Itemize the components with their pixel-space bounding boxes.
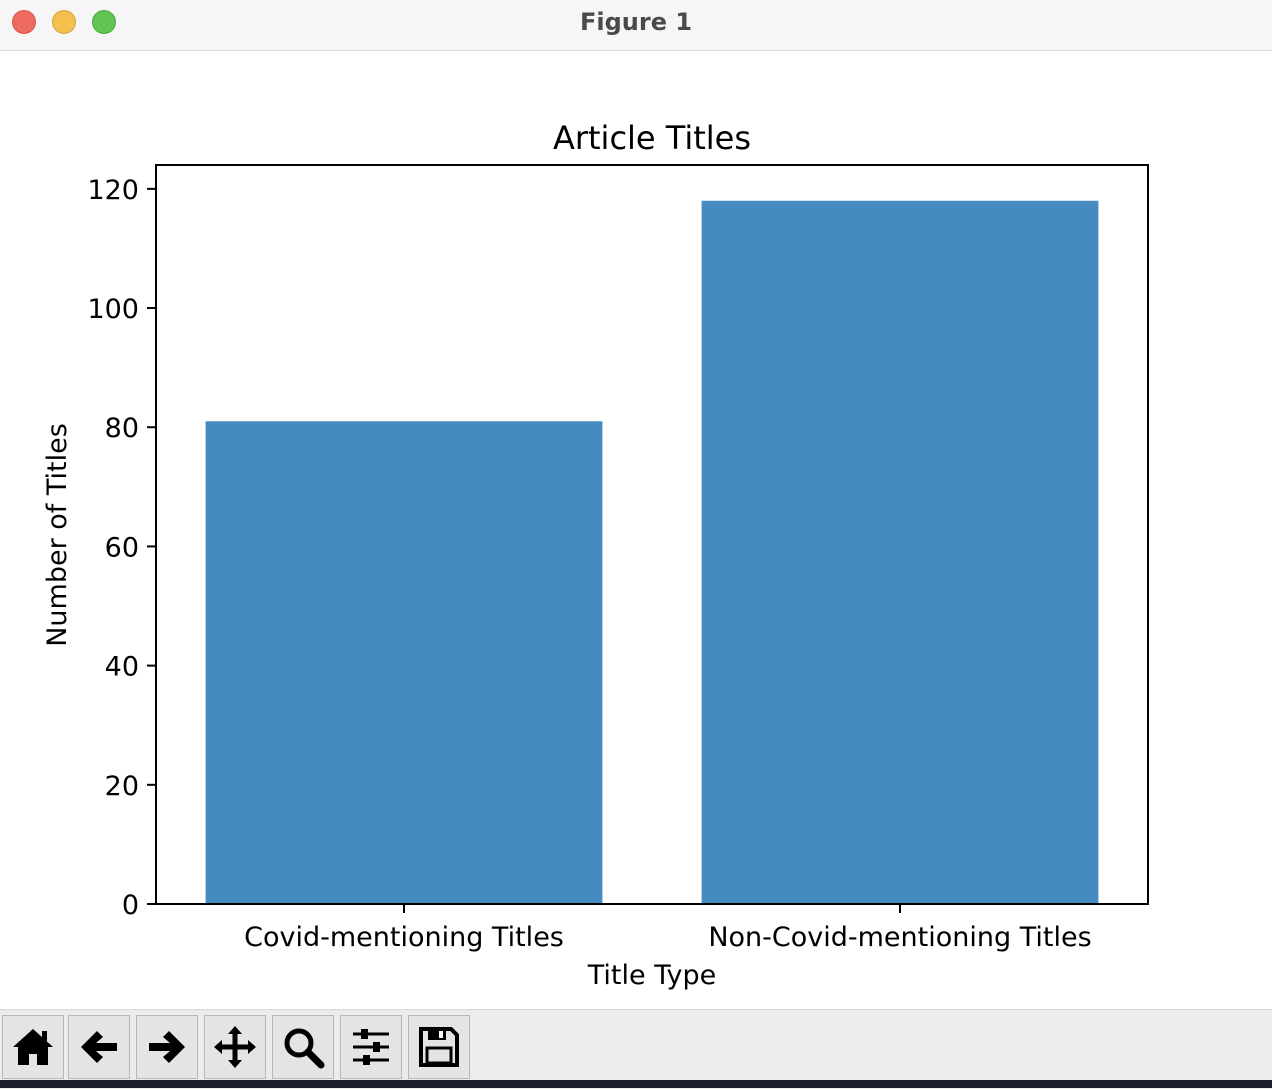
desktop-background-strip	[0, 1080, 1272, 1088]
y-tick-label-6: 120	[87, 175, 139, 206]
bar-1	[701, 200, 1099, 905]
y-axis-label: Number of Titles	[42, 423, 73, 647]
y-tick-label-3: 60	[105, 532, 139, 563]
y-tick-label-0: 0	[122, 890, 139, 921]
sliders-icon	[353, 1029, 389, 1065]
chart-title: Article Titles	[553, 119, 751, 157]
x-tick-label-0: Covid-mentioning Titles	[244, 922, 564, 953]
magnifier-icon	[284, 1028, 325, 1069]
home-icon	[13, 1029, 53, 1065]
arrow-left-icon	[81, 1031, 117, 1063]
back-button[interactable]	[68, 1015, 130, 1079]
save-button[interactable]	[408, 1015, 470, 1079]
y-tick-label-2: 40	[105, 652, 139, 683]
move-icon	[214, 1026, 256, 1068]
arrow-right-icon	[149, 1031, 185, 1063]
zoom-window-button[interactable]	[92, 10, 116, 34]
floppy-disk-icon	[419, 1027, 459, 1067]
navigation-toolbar	[0, 1009, 1272, 1089]
zoom-button[interactable]	[272, 1015, 334, 1079]
figure-canvas[interactable]: Article Titles 0 20 40 60 80 100 120 Covid-men…	[0, 51, 1272, 1009]
y-tick-label-1: 20	[105, 771, 139, 802]
y-tick-label-4: 80	[105, 413, 139, 444]
title-bar[interactable]: Figure 1	[0, 0, 1272, 51]
axes-frame	[155, 164, 1149, 905]
home-button[interactable]	[2, 1015, 64, 1079]
x-tick-label-1: Non-Covid-mentioning Titles	[708, 922, 1091, 953]
close-window-button[interactable]	[12, 10, 36, 34]
forward-button[interactable]	[136, 1015, 198, 1079]
minimize-window-button[interactable]	[52, 10, 76, 34]
bar-chart: Article Titles 0 20 40 60 80 100 120 Covid-men…	[42, 119, 1149, 991]
x-axis-label: Title Type	[587, 960, 716, 991]
x-ticks: Covid-mentioning Titles Non-Covid-mention…	[244, 904, 1092, 953]
pan-button[interactable]	[204, 1015, 266, 1079]
bars-layer	[205, 200, 1099, 905]
bar-0	[205, 421, 603, 904]
configure-subplots-button[interactable]	[340, 1015, 402, 1079]
window-title: Figure 1	[579, 8, 693, 36]
y-tick-label-5: 100	[87, 294, 139, 325]
y-ticks: 0 20 40 60 80 100 120	[87, 175, 156, 921]
